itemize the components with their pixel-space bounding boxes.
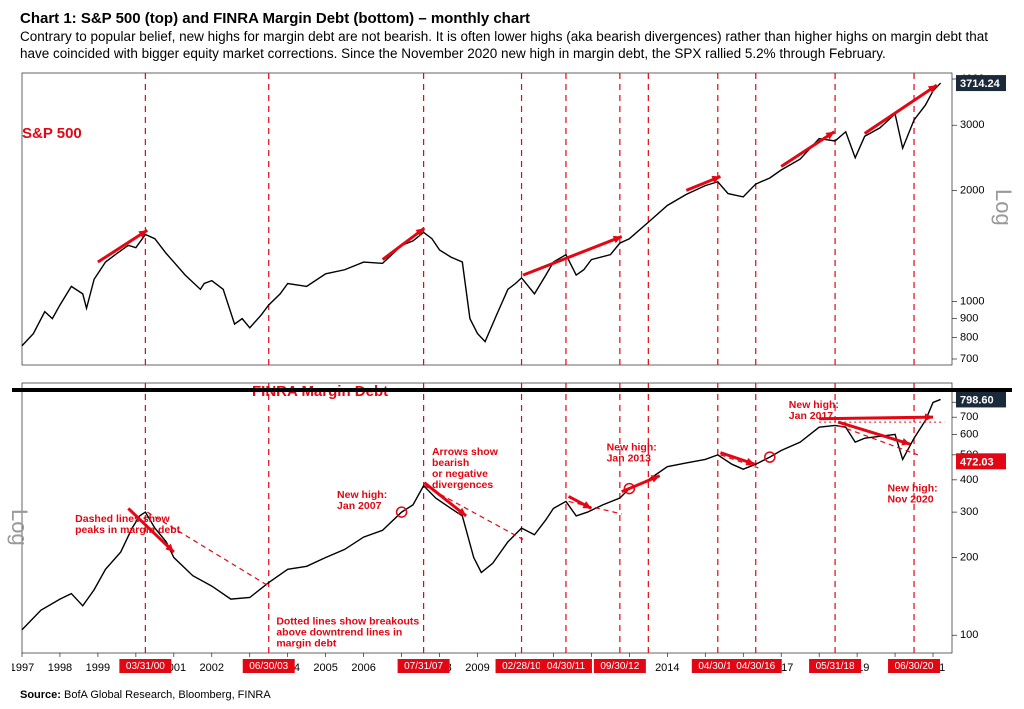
svg-text:400: 400 [960,474,978,486]
svg-text:1998: 1998 [48,662,72,674]
panel-divider [12,388,1012,392]
svg-text:700: 700 [960,353,978,365]
log-axis-label-bottom: Log [6,509,32,546]
svg-text:200: 200 [960,551,978,563]
sp500-label: S&P 500 [22,125,82,142]
svg-text:3714.24: 3714.24 [960,78,1001,90]
svg-text:100: 100 [960,629,978,641]
log-axis-label-top: Log [990,189,1016,226]
svg-text:03/31/00: 03/31/00 [126,661,165,672]
svg-text:Jan 2017: Jan 2017 [789,410,834,422]
svg-text:Nov 2020: Nov 2020 [887,493,933,505]
svg-text:2006: 2006 [351,662,375,674]
svg-text:margin debt: margin debt [276,637,337,649]
svg-text:2002: 2002 [200,662,224,674]
svg-text:2009: 2009 [465,662,489,674]
bottom-chart-svg: 100200300400500600700800Dashed lines sho… [12,379,1012,677]
svg-text:divergences: divergences [432,479,493,491]
bottom-panel: 100200300400500600700800Dashed lines sho… [12,379,1012,657]
top-chart-svg: 70080090010002000300040003714.24 [12,69,1012,369]
svg-text:peaks in margin debt: peaks in margin debt [75,524,181,536]
svg-text:2014: 2014 [655,662,679,674]
svg-text:472.03: 472.03 [960,456,994,468]
svg-text:Jan 2013: Jan 2013 [607,452,652,464]
top-panel: 70080090010002000300040003714.24 S&P 500… [12,69,1012,369]
svg-text:300: 300 [960,506,978,518]
svg-text:Jan 2007: Jan 2007 [337,500,382,512]
source-text: BofA Global Research, Bloomberg, FINRA [64,689,271,701]
svg-text:2005: 2005 [313,662,337,674]
svg-text:600: 600 [960,428,978,440]
svg-text:06/30/20: 06/30/20 [895,661,934,672]
source-line: Source: BofA Global Research, Bloomberg,… [20,689,271,701]
svg-text:3000: 3000 [960,119,984,131]
chart-title: Chart 1: S&P 500 (top) and FINRA Margin … [20,10,1004,27]
svg-text:09/30/12: 09/30/12 [600,661,639,672]
svg-text:1000: 1000 [960,295,984,307]
svg-text:07/31/07: 07/31/07 [404,661,443,672]
svg-text:02/28/10: 02/28/10 [502,661,541,672]
svg-text:04/30/11: 04/30/11 [547,661,586,672]
svg-text:05/31/18: 05/31/18 [816,661,855,672]
svg-text:900: 900 [960,312,978,324]
svg-text:1997: 1997 [12,662,34,674]
svg-text:798.60: 798.60 [960,394,994,406]
svg-text:2000: 2000 [960,184,984,196]
svg-text:700: 700 [960,411,978,423]
chart-subtitle: Contrary to popular belief, new highs fo… [20,29,1000,63]
chart-container: 70080090010002000300040003714.24 S&P 500… [12,69,1012,669]
svg-text:06/30/03: 06/30/03 [249,661,288,672]
svg-text:04/30/16: 04/30/16 [736,661,775,672]
svg-text:1999: 1999 [86,662,110,674]
source-label: Source: [20,689,61,701]
svg-text:800: 800 [960,331,978,343]
